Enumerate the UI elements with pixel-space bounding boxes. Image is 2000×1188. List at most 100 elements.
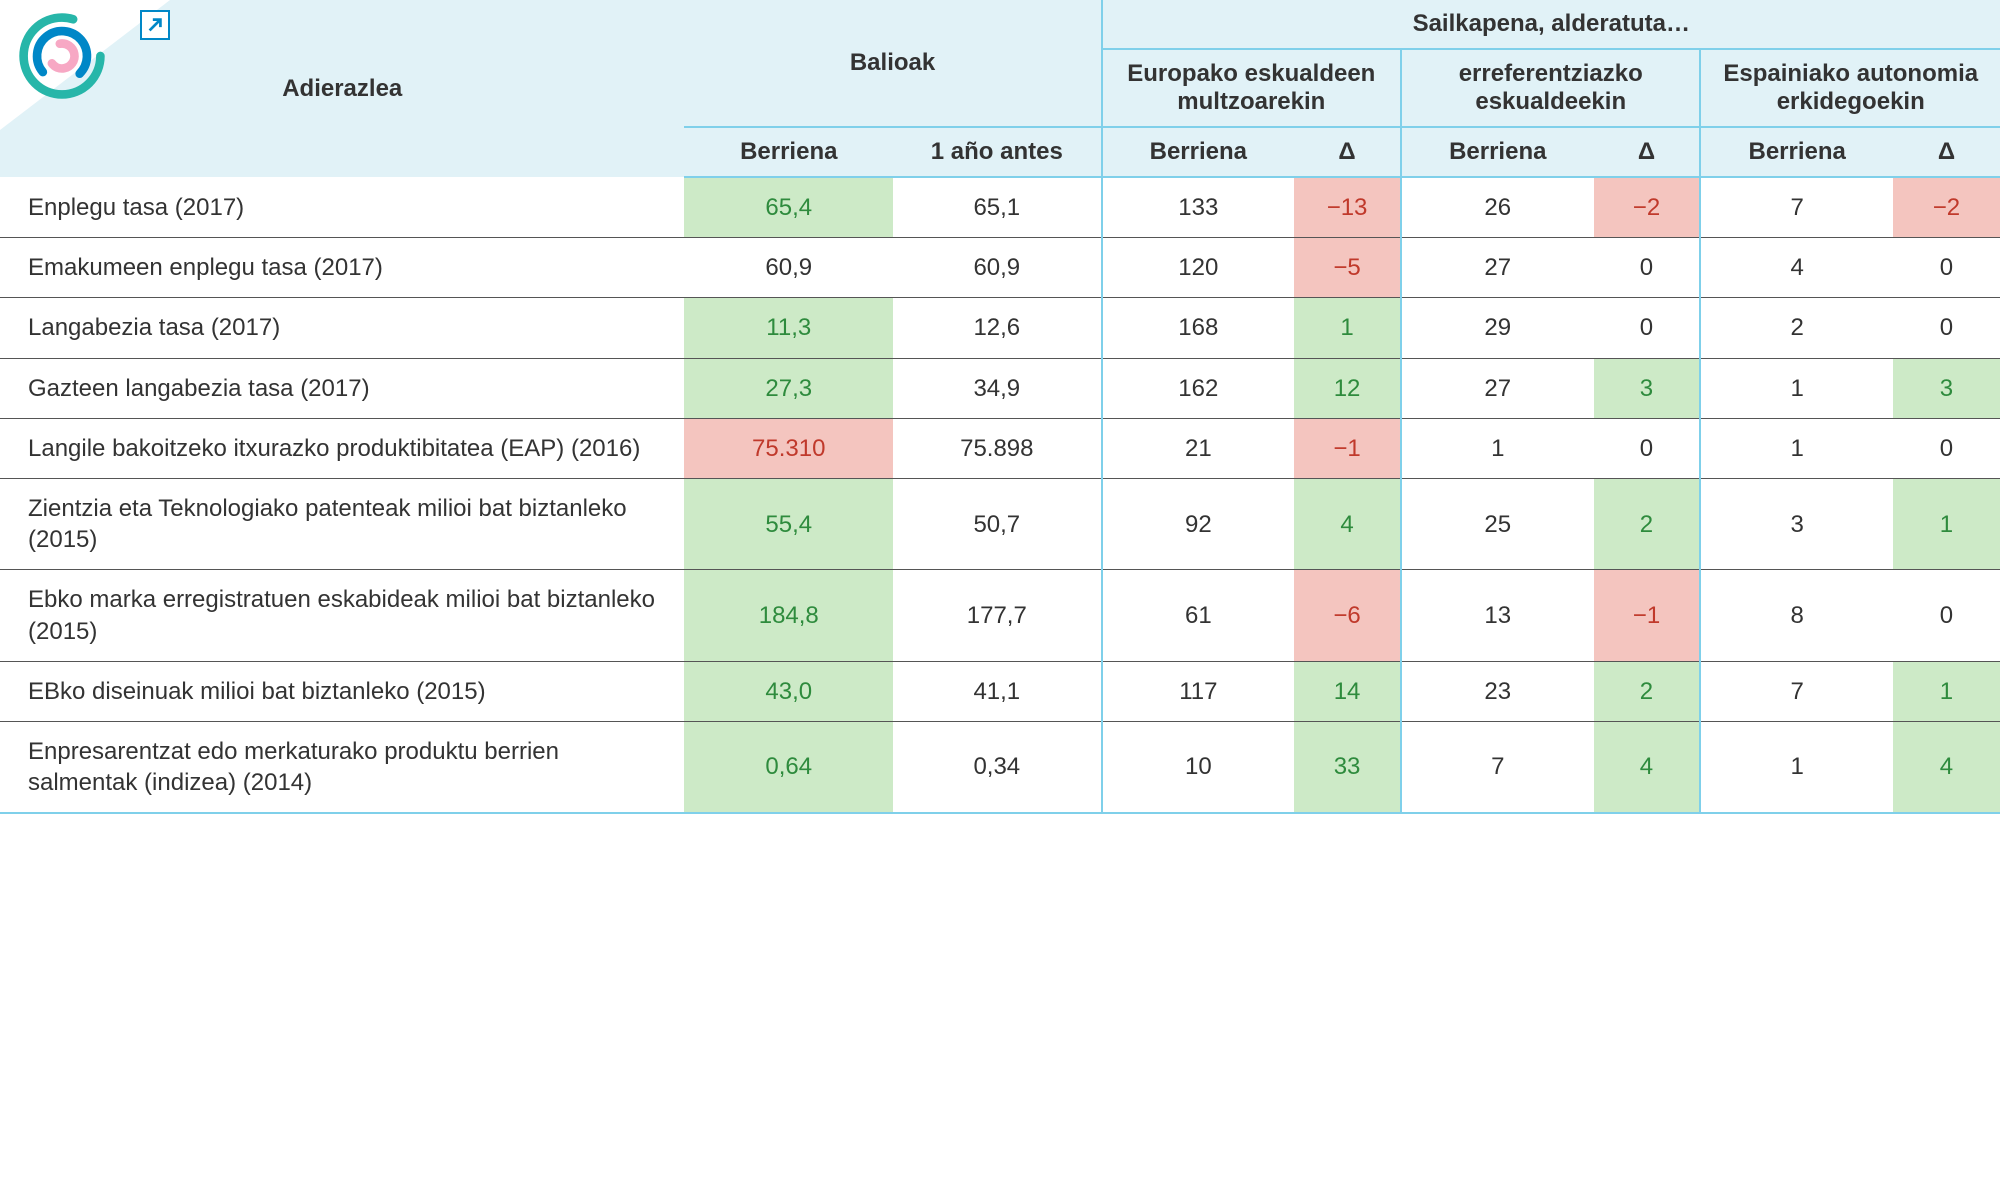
col-g2-delta: Δ xyxy=(1594,127,1701,177)
table-row: Zientzia eta Teknologiako patenteak mili… xyxy=(0,478,2000,569)
table-row: Enplegu tasa (2017)65,465,1133−1326−27−2 xyxy=(0,177,2000,238)
table-cell: 4 xyxy=(1893,721,2000,813)
indicator-label: EBko diseinuak milioi bat biztanleko (20… xyxy=(0,661,684,721)
table-cell: 0 xyxy=(1594,298,1701,358)
table-cell: −6 xyxy=(1294,570,1401,661)
col-group-2: erreferentziazko eskualdeekin xyxy=(1401,49,1700,127)
indicator-label: Gazteen langabezia tasa (2017) xyxy=(0,358,684,418)
col-g3-latest: Berriena xyxy=(1700,127,1893,177)
table-cell: −2 xyxy=(1594,177,1701,238)
table-cell: 7 xyxy=(1401,721,1594,813)
indicator-table: Adierazlea Balioak Sailkapena, alderatut… xyxy=(0,0,2000,814)
table-cell: 1 xyxy=(1893,478,2000,569)
table-cell: 33 xyxy=(1294,721,1401,813)
table-cell: 34,9 xyxy=(893,358,1102,418)
table-cell: 184,8 xyxy=(684,570,893,661)
table-cell: 1 xyxy=(1700,418,1893,478)
table-cell: 120 xyxy=(1102,238,1295,298)
table-cell: 60,9 xyxy=(893,238,1102,298)
table-cell: 43,0 xyxy=(684,661,893,721)
table-cell: −1 xyxy=(1594,570,1701,661)
table-row: Gazteen langabezia tasa (2017)27,334,916… xyxy=(0,358,2000,418)
table-cell: 0 xyxy=(1893,238,2000,298)
table-cell: 0 xyxy=(1893,298,2000,358)
table-cell: −13 xyxy=(1294,177,1401,238)
table-cell: 4 xyxy=(1594,721,1701,813)
table-cell: 41,1 xyxy=(893,661,1102,721)
table-cell: 133 xyxy=(1102,177,1295,238)
table-cell: −5 xyxy=(1294,238,1401,298)
table-cell: 3 xyxy=(1893,358,2000,418)
table-cell: 60,9 xyxy=(684,238,893,298)
table-cell: 13 xyxy=(1401,570,1594,661)
table-cell: 2 xyxy=(1594,478,1701,569)
table-cell: 10 xyxy=(1102,721,1295,813)
table-cell: 27 xyxy=(1401,358,1594,418)
table-cell: 168 xyxy=(1102,298,1295,358)
table-cell: 1 xyxy=(1401,418,1594,478)
table-cell: 0,64 xyxy=(684,721,893,813)
indicator-label: Langabezia tasa (2017) xyxy=(0,298,684,358)
table-cell: 27 xyxy=(1401,238,1594,298)
table-cell: 61 xyxy=(1102,570,1295,661)
col-group-3: Espainiako autonomia erkidegoekin xyxy=(1700,49,2000,127)
table-cell: 162 xyxy=(1102,358,1295,418)
table-cell: 4 xyxy=(1294,478,1401,569)
table-cell: 11,3 xyxy=(684,298,893,358)
col-year-ago: 1 año antes xyxy=(893,127,1102,177)
table-cell: 23 xyxy=(1401,661,1594,721)
table-cell: 75.898 xyxy=(893,418,1102,478)
table-cell: 27,3 xyxy=(684,358,893,418)
indicator-label: Enplegu tasa (2017) xyxy=(0,177,684,238)
col-g2-latest: Berriena xyxy=(1401,127,1594,177)
table-row: Langile bakoitzeko itxurazko produktibit… xyxy=(0,418,2000,478)
table-cell: 7 xyxy=(1700,661,1893,721)
table-row: Ebko marka erregistratuen eskabideak mil… xyxy=(0,570,2000,661)
col-values: Balioak xyxy=(684,0,1101,127)
table-cell: 92 xyxy=(1102,478,1295,569)
table-cell: 12 xyxy=(1294,358,1401,418)
table-header: Adierazlea Balioak Sailkapena, alderatut… xyxy=(0,0,2000,177)
col-group-1: Europako eskualdeen multzoarekin xyxy=(1102,49,1401,127)
table-cell: 1 xyxy=(1700,721,1893,813)
table-cell: 25 xyxy=(1401,478,1594,569)
table-cell: 26 xyxy=(1401,177,1594,238)
table-cell: 2 xyxy=(1700,298,1893,358)
table-cell: 12,6 xyxy=(893,298,1102,358)
table-cell: 117 xyxy=(1102,661,1295,721)
table-cell: 21 xyxy=(1102,418,1295,478)
table-cell: 0,34 xyxy=(893,721,1102,813)
col-latest: Berriena xyxy=(684,127,893,177)
col-g3-delta: Δ xyxy=(1893,127,2000,177)
table-cell: 4 xyxy=(1700,238,1893,298)
table-cell: 0 xyxy=(1893,570,2000,661)
col-ranking-title: Sailkapena, alderatuta… xyxy=(1102,0,2000,49)
table-body: Enplegu tasa (2017)65,465,1133−1326−27−2… xyxy=(0,177,2000,813)
table-cell: 7 xyxy=(1700,177,1893,238)
col-g1-latest: Berriena xyxy=(1102,127,1295,177)
table-cell: 65,1 xyxy=(893,177,1102,238)
table-cell: 55,4 xyxy=(684,478,893,569)
table-row: Enpresarentzat edo merkaturako produktu … xyxy=(0,721,2000,813)
table-row: Langabezia tasa (2017)11,312,6168129020 xyxy=(0,298,2000,358)
table-cell: 50,7 xyxy=(893,478,1102,569)
table-cell: 14 xyxy=(1294,661,1401,721)
col-g1-delta: Δ xyxy=(1294,127,1401,177)
table-cell: 29 xyxy=(1401,298,1594,358)
table-cell: 3 xyxy=(1594,358,1701,418)
table-cell: 3 xyxy=(1700,478,1893,569)
table-cell: 8 xyxy=(1700,570,1893,661)
indicator-table-container: Adierazlea Balioak Sailkapena, alderatut… xyxy=(0,0,2000,814)
table-cell: 0 xyxy=(1594,418,1701,478)
table-cell: 0 xyxy=(1594,238,1701,298)
indicator-label: Enpresarentzat edo merkaturako produktu … xyxy=(0,721,684,813)
table-cell: 177,7 xyxy=(893,570,1102,661)
table-cell: 0 xyxy=(1893,418,2000,478)
table-cell: 1 xyxy=(1700,358,1893,418)
indicator-label: Ebko marka erregistratuen eskabideak mil… xyxy=(0,570,684,661)
table-cell: 2 xyxy=(1594,661,1701,721)
table-cell: 75.310 xyxy=(684,418,893,478)
indicator-label: Langile bakoitzeko itxurazko produktibit… xyxy=(0,418,684,478)
table-cell: 1 xyxy=(1294,298,1401,358)
table-cell: 1 xyxy=(1893,661,2000,721)
